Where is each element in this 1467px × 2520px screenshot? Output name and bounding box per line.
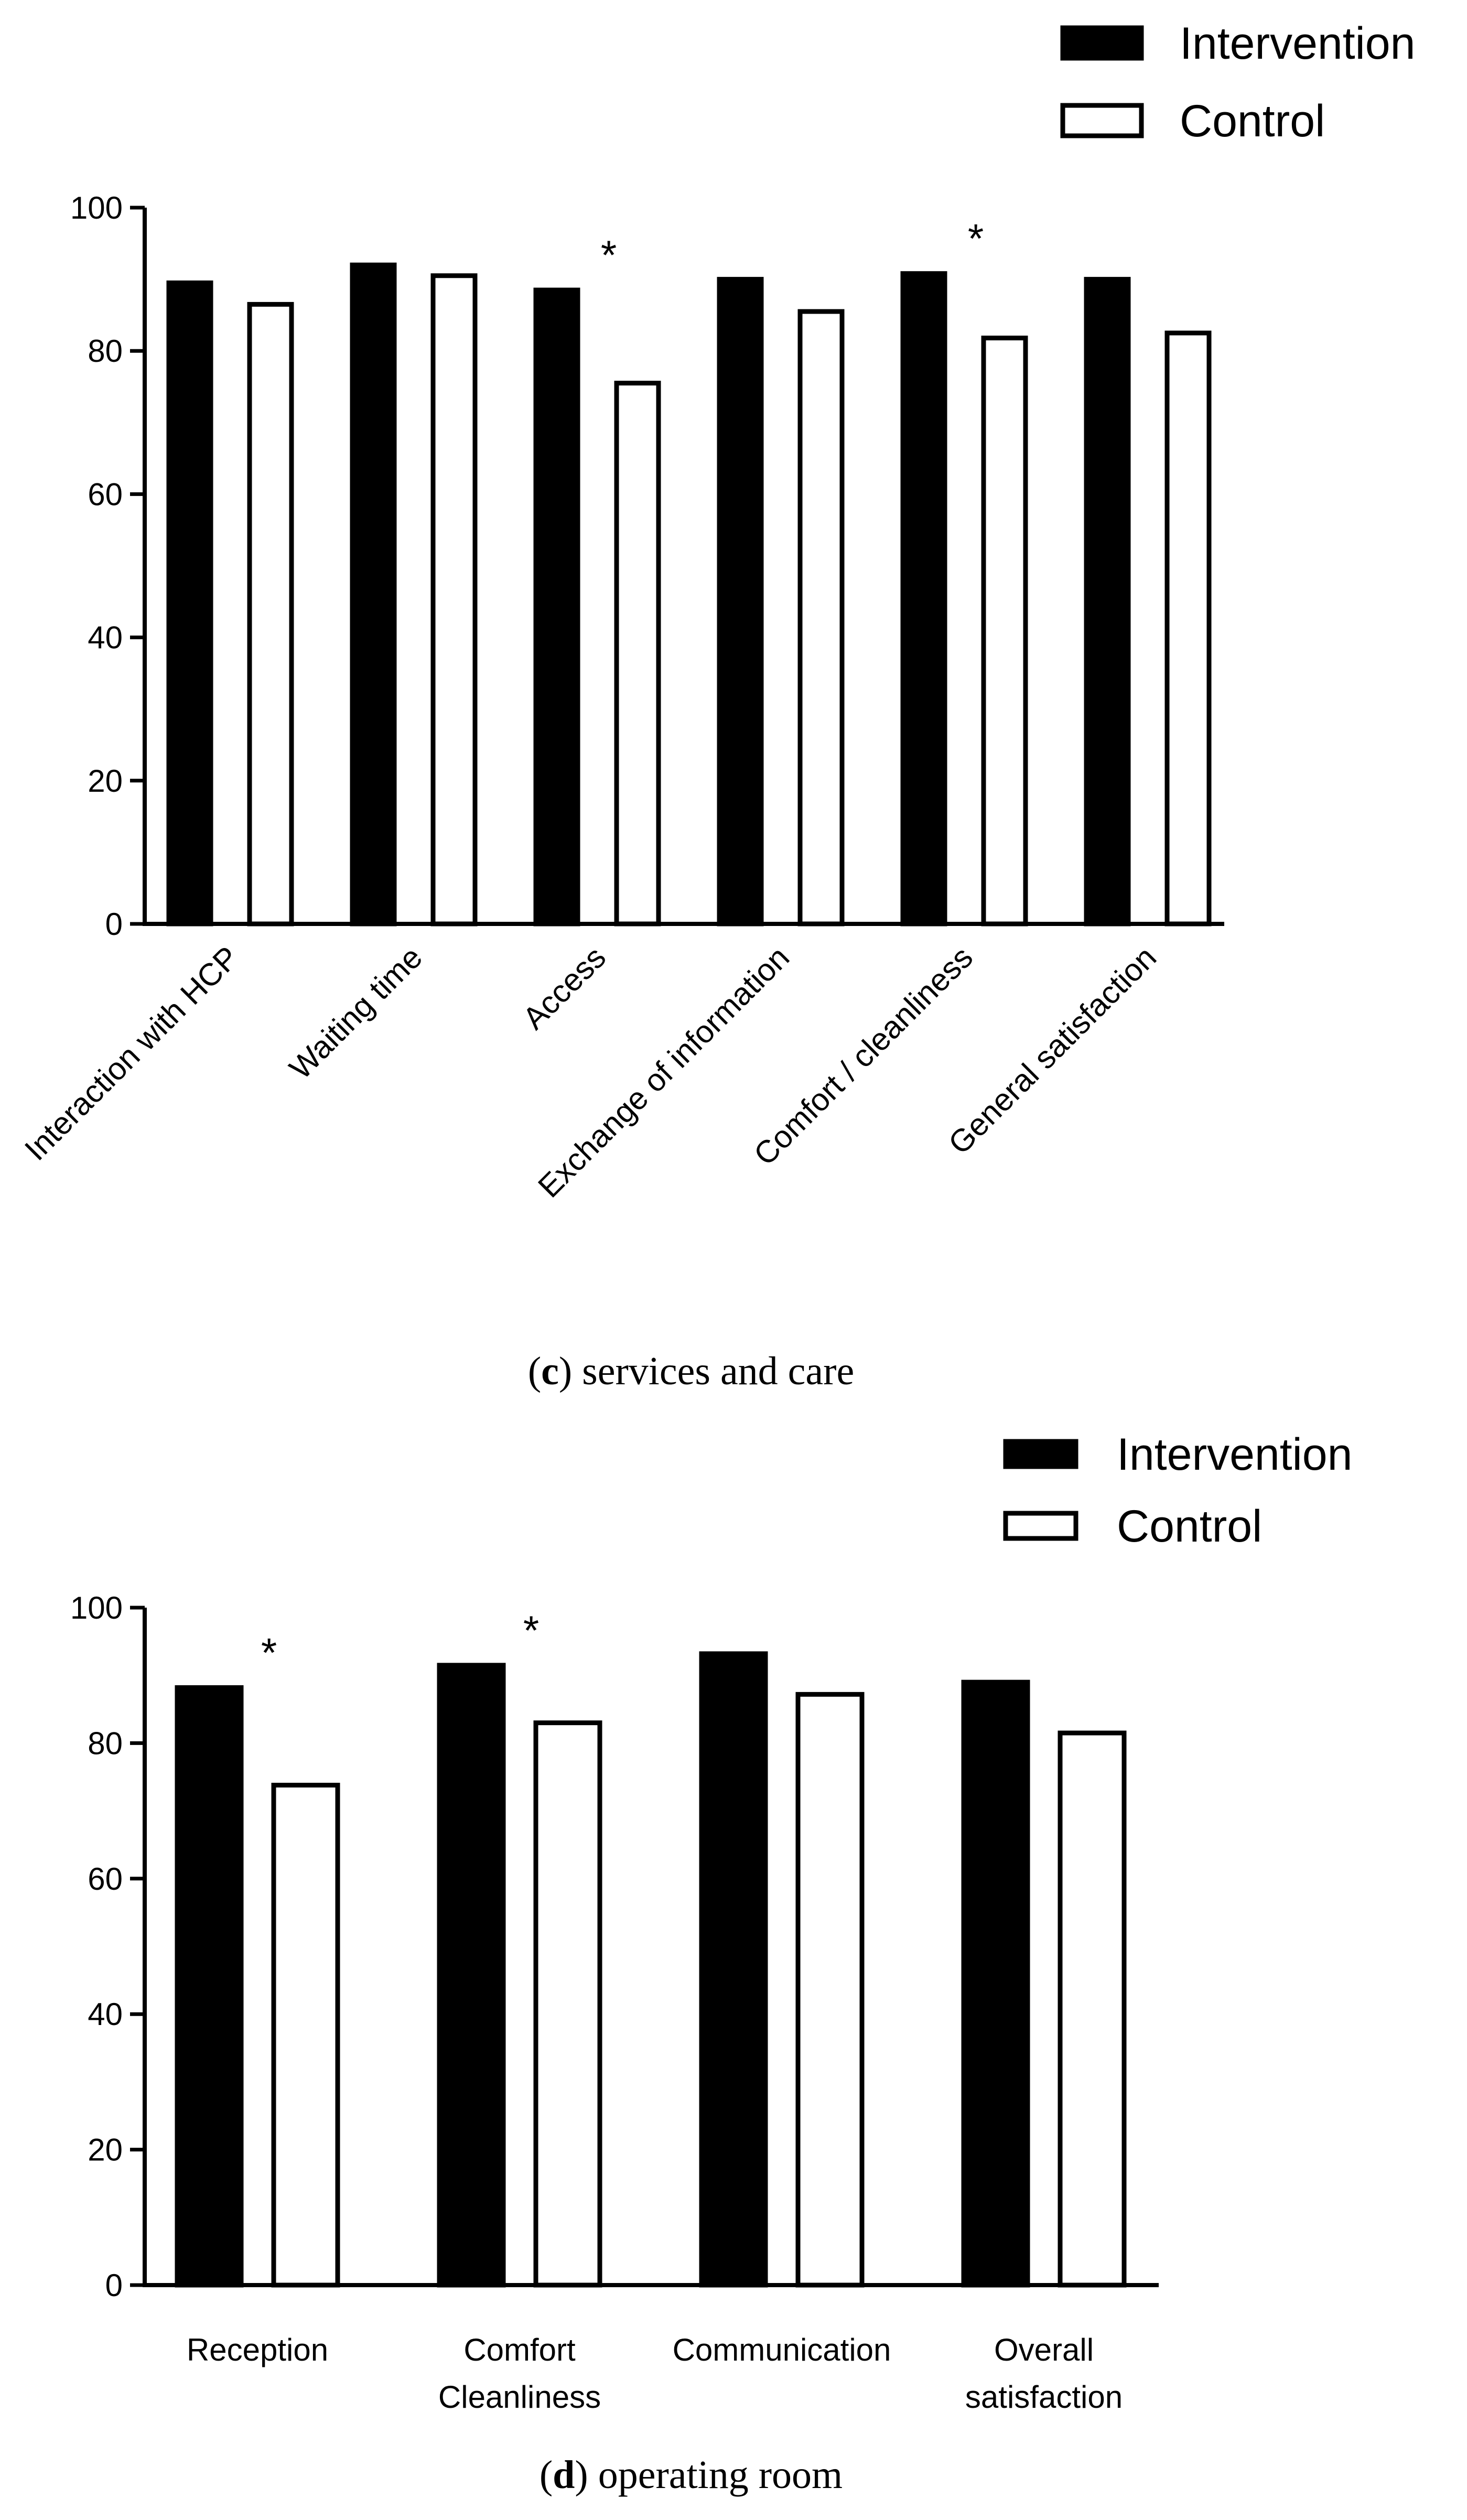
x-category-label: Reception: [187, 2332, 328, 2367]
bar-control-1: [247, 301, 294, 927]
bar-intervention-2: [350, 262, 397, 927]
y-tick-label: 0: [105, 2268, 123, 2303]
x-category-label-line: Reception: [187, 2332, 328, 2367]
bar-control-4: [797, 309, 845, 927]
x-category-label-line: satisfaction: [965, 2379, 1123, 2415]
caption-letter: c: [541, 1349, 559, 1393]
y-tick-label: 40: [88, 1997, 123, 2032]
bar-control-2: [533, 1720, 602, 2288]
x-category-label-line: Communication: [673, 2332, 891, 2367]
significance-marker: *: [601, 232, 617, 278]
y-tick-label: 40: [88, 620, 123, 655]
x-category-label: Waiting time: [283, 940, 429, 1086]
caption-open: (: [540, 2453, 553, 2497]
y-tick-label: 100: [70, 190, 123, 225]
significance-marker: *: [261, 1629, 277, 1675]
y-tick-label: 20: [88, 763, 123, 799]
x-category-label-line: Cleanliness: [438, 2379, 601, 2415]
x-category-label: Access: [516, 940, 612, 1036]
legend-label-intervention: Intervention: [1180, 18, 1415, 69]
bar-intervention-5: [900, 271, 947, 927]
y-tick-label: 60: [88, 1861, 123, 1897]
bar-intervention-1: [175, 1685, 244, 2288]
y-tick-label: 0: [105, 907, 123, 942]
y-tick-label: 100: [70, 1590, 123, 1625]
x-category-label: General satisfaction: [942, 940, 1163, 1161]
bar-intervention-4: [961, 1679, 1030, 2288]
y-tick-label: 80: [88, 333, 123, 369]
x-category-label: Communication: [673, 2332, 891, 2367]
bar-control-3: [795, 1692, 865, 2288]
bar-intervention-6: [1084, 277, 1131, 927]
y-tick-label: 80: [88, 1726, 123, 1761]
significance-marker: *: [523, 1607, 539, 1653]
legend-swatch-control: [1003, 1511, 1078, 1541]
bar-intervention-2: [437, 1663, 506, 2288]
bar-control-3: [614, 381, 661, 927]
y-tick-label: 60: [88, 477, 123, 512]
x-category-label-line: Comfort: [463, 2332, 576, 2367]
x-category-label: Comfort Cleanliness: [438, 2332, 601, 2415]
chart-panel-d: 0 20 40 60 80 100 * Reception * Comfort Cleanlines…: [70, 1429, 1353, 2497]
figure-caption: (d) operating room: [540, 2453, 843, 2497]
significance-marker: *: [968, 216, 984, 262]
caption-close: ): [575, 2453, 588, 2497]
x-category-label: Overall satisfaction: [965, 2332, 1123, 2415]
y-tick-label: 20: [88, 2133, 123, 2168]
caption-text: operating room: [588, 2453, 843, 2497]
legend-label-control: Control: [1117, 1501, 1262, 1552]
bar-control-1: [271, 1783, 340, 2288]
caption-text: services and care: [572, 1349, 854, 1393]
legend-label-intervention: Intervention: [1117, 1429, 1352, 1480]
figure-caption: (c) services and care: [528, 1349, 854, 1393]
bar-intervention-3: [533, 287, 580, 927]
bar-intervention-3: [699, 1651, 768, 2288]
legend-swatch-control: [1060, 103, 1144, 138]
caption-letter: d: [553, 2453, 575, 2497]
bar-control-6: [1164, 330, 1212, 927]
x-category-label: Interaction with HCP: [18, 940, 245, 1167]
bar-intervention-1: [166, 280, 213, 927]
bar-intervention-4: [717, 277, 764, 927]
legend-label-control: Control: [1180, 96, 1325, 146]
x-category-label-line: Overall: [994, 2332, 1094, 2367]
caption-close: ): [559, 1349, 572, 1393]
caption-open: (: [528, 1349, 541, 1393]
bar-control-5: [981, 336, 1028, 927]
legend-swatch-intervention: [1003, 1439, 1078, 1469]
bar-control-2: [430, 273, 478, 927]
bar-control-4: [1058, 1730, 1127, 2288]
chart-panel-c: 0 20 40 60 80 100 Interaction with HCP Waiting …: [18, 18, 1415, 1393]
legend-swatch-intervention: [1060, 25, 1144, 61]
